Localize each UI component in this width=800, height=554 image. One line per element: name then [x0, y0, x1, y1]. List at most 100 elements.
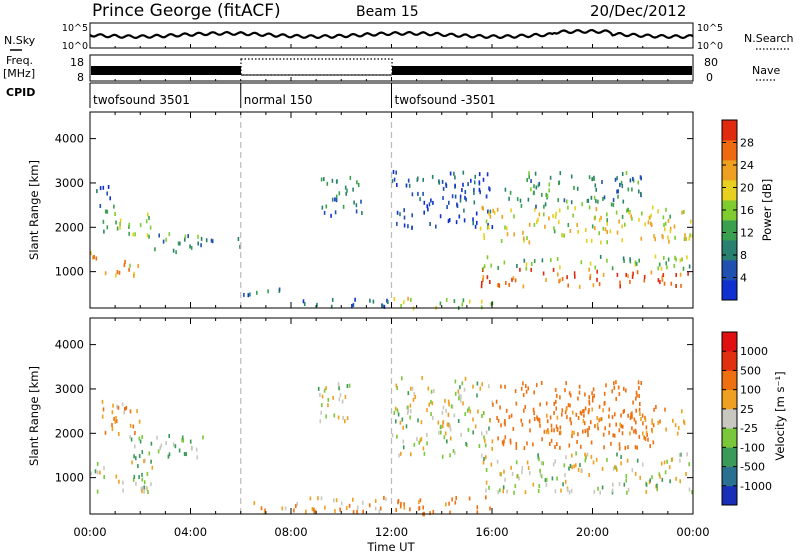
velocity-cell — [543, 429, 546, 434]
power-cell — [103, 229, 105, 234]
power-cell — [352, 302, 355, 307]
velocity-cell — [502, 489, 504, 494]
velocity-cell — [305, 509, 307, 514]
velocity-cell — [579, 410, 582, 415]
y-tick-label: 1000 — [55, 471, 84, 485]
power-cell — [576, 223, 578, 227]
power-cell — [629, 257, 631, 262]
velocity-cell — [505, 408, 508, 413]
velocity-cell — [575, 412, 578, 417]
velocity-cell — [146, 471, 149, 476]
power-cell — [323, 177, 325, 182]
velocity-cell — [449, 453, 451, 458]
velocity-cell — [647, 437, 649, 442]
power-cell — [629, 259, 632, 264]
velocity-cell — [555, 424, 558, 429]
power-cell — [149, 225, 152, 230]
power-cell — [593, 195, 596, 200]
power-cell — [99, 204, 102, 208]
velocity-cell — [615, 422, 617, 427]
power-cell — [107, 185, 110, 189]
nave-tick-bottom: 0 — [706, 71, 713, 84]
power-cell — [349, 175, 352, 180]
power-cell — [623, 259, 625, 263]
power-cell — [558, 181, 560, 186]
velocity-cell — [138, 419, 141, 424]
velocity-cell — [626, 458, 629, 463]
velocity-cell — [178, 448, 181, 453]
power-cell — [621, 184, 624, 189]
velocity-cell — [526, 460, 529, 465]
velocity-cell — [599, 417, 601, 422]
power-cell — [396, 210, 399, 215]
velocity-cell — [612, 466, 615, 471]
power-cell — [559, 278, 561, 283]
power-cell — [663, 223, 665, 227]
velocity-cell — [409, 415, 411, 420]
velocity-cell — [638, 407, 641, 412]
power-cell — [538, 212, 541, 217]
velocity-cell — [442, 405, 445, 410]
power-cell — [511, 277, 513, 282]
velocity-cell — [668, 465, 671, 470]
velocity-cell — [361, 500, 364, 505]
power-cell — [661, 277, 664, 282]
velocity-cell — [679, 458, 681, 463]
power-cell — [411, 225, 413, 230]
power-cell — [545, 278, 547, 282]
velocity-cell — [118, 479, 120, 484]
velocity-cell — [141, 489, 143, 494]
power-cell — [600, 240, 602, 245]
velocity-cell — [510, 413, 513, 418]
velocity-cell — [565, 381, 567, 386]
power-cell — [593, 177, 595, 181]
power-cell — [528, 222, 531, 227]
velocity-cell — [438, 430, 440, 435]
power-cell — [662, 273, 665, 278]
velocity-cell — [472, 384, 474, 389]
velocity-cell — [345, 506, 348, 511]
velocity-cell — [578, 390, 581, 395]
velocity-cell — [553, 401, 555, 406]
velocity-cell — [440, 424, 442, 429]
velocity-cell — [344, 394, 347, 399]
power-cell — [489, 214, 492, 219]
velocity-cell — [157, 449, 160, 454]
power-cell — [323, 210, 326, 215]
power-cell — [139, 223, 142, 228]
velocity-cell — [111, 427, 114, 431]
power-cell — [621, 238, 623, 243]
velocity-cell — [447, 412, 450, 417]
velocity-cell — [569, 417, 572, 422]
power-cell — [610, 202, 613, 207]
velocity-cell — [514, 484, 517, 489]
velocity-cell — [638, 386, 640, 390]
power-cell — [516, 197, 519, 202]
velocity-cell — [598, 418, 600, 423]
nsearch-label: N.Search — [744, 32, 794, 45]
velocity-cell — [586, 452, 589, 457]
power-cell — [585, 228, 587, 232]
velocity-cell — [402, 445, 405, 450]
power-cell — [537, 183, 540, 188]
velocity-cell — [583, 421, 586, 426]
power-cell — [92, 255, 94, 260]
velocity-cell — [427, 386, 430, 391]
power-cell — [403, 208, 405, 213]
velocity-cell — [511, 472, 514, 476]
velocity-cell — [324, 505, 326, 510]
velocity-cell — [337, 382, 340, 387]
cpid-label: CPID — [6, 86, 35, 99]
velocity-cell — [396, 434, 398, 439]
power-cell — [574, 274, 576, 279]
velocity-cell — [125, 405, 128, 410]
power-cell — [459, 198, 462, 203]
freq-tick-top: 18 — [70, 56, 84, 69]
power-cell — [650, 270, 653, 275]
velocity-cell — [655, 405, 657, 409]
freq-tick-bottom: 8 — [77, 71, 84, 84]
velocity-cell — [571, 453, 573, 458]
velocity-cell — [550, 438, 553, 443]
power-cell — [674, 235, 676, 240]
velocity-cell — [656, 487, 658, 492]
